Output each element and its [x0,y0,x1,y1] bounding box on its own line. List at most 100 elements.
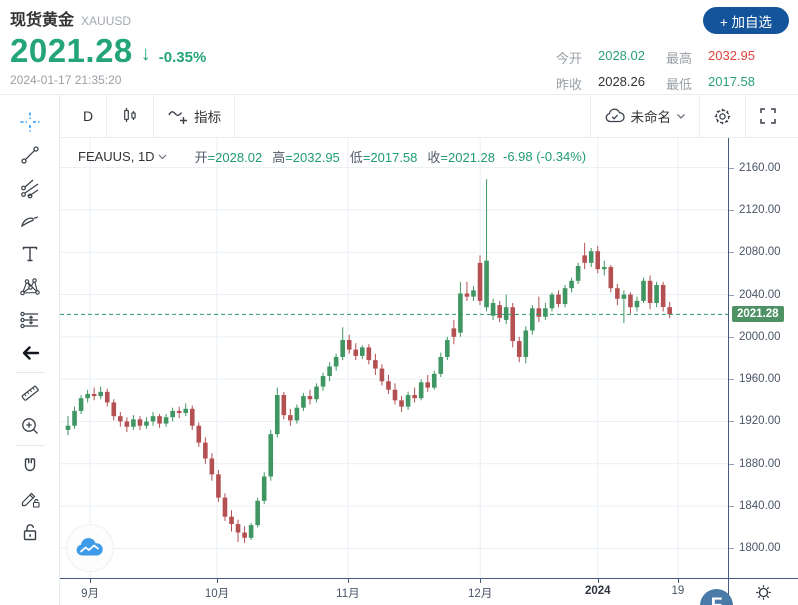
trend-line-tool[interactable] [13,138,47,171]
magnet-tool[interactable] [13,449,47,482]
text-tool[interactable] [13,237,47,270]
time-axis[interactable]: 9月 10月 11月 12月 2024 19 [60,578,728,605]
y-axis-tick [729,252,734,254]
brush-icon [20,215,38,227]
chart-legend: FEAUUS, 1D 开=2028.02 高=2032.95 低=2017.58… [78,147,586,166]
current-price-badge: 2021.28 [732,306,784,323]
layout-menu[interactable]: 未命名 [591,95,700,137]
y-axis-label: 1920.00 [739,415,781,428]
measure-tool[interactable] [13,376,47,409]
y-axis-tick [729,506,734,508]
x-axis-label: 12月 [468,588,493,600]
y-axis-tick [729,294,734,296]
stat-label-prevclose: 昨收 [555,77,582,92]
trend-line-icon [20,145,39,164]
y-axis-label: 2080.00 [739,246,781,259]
gann-fib-tool[interactable] [13,171,47,204]
chart-settings-button[interactable] [700,95,745,137]
x-axis-tick [90,579,92,583]
chevron-down-icon [158,154,167,159]
stat-label-low: 最低 [665,77,692,92]
y-axis-tick [729,421,734,423]
y-axis-label: 1880.00 [739,457,781,470]
y-axis-label: 2120.00 [739,203,781,216]
provider-logo [66,524,114,572]
gear-icon [714,108,731,124]
toolbar-separator [153,94,155,138]
chevron-down-icon [677,113,685,119]
toolbar-separator [699,94,700,138]
toolbar-separator [745,94,746,138]
x-axis-tick [216,579,218,583]
toolbar-separator [589,94,591,138]
indicator-label: 指标 [194,110,222,125]
add-watchlist-button[interactable]: + 加自选 [702,7,789,34]
x-axis-tick [347,579,349,583]
indicator-wave-plus-icon [168,111,188,124]
text-icon [22,246,37,261]
interval-button[interactable]: D [83,108,94,124]
sidebar-divider [14,372,45,373]
lock-tool[interactable] [13,515,47,548]
long-position-tool[interactable] [13,303,47,336]
legend-ohlc: 开=2028.02 高=2032.95 低=2017.58 收=2021.28 [194,150,496,165]
chart-toolbar: D [60,94,798,138]
long-position-icon [19,311,38,328]
instrument-code: XAUUSD [81,14,132,28]
stat-label-open: 今开 [555,51,582,66]
crosshair-icon [20,112,39,131]
y-axis-tick [729,548,734,550]
ruler-icon [21,385,39,401]
y-axis-tick [729,209,734,211]
change-percent: -0.35% [158,49,207,66]
header: 现货黄金 XAUUSD 2021.28 ↓ -0.35% 2024-01-17 … [0,0,798,95]
y-axis-label: 1840.00 [739,500,781,513]
brush-tool[interactable] [13,204,47,237]
fullscreen-button[interactable] [746,95,790,137]
y-axis-label: 2000.00 [739,330,781,343]
draw-lock-tool[interactable] [13,482,47,515]
x-axis-label: 2024 [584,585,611,597]
drawing-toolbar [0,95,60,605]
y-axis-label: 2160.00 [739,161,781,174]
candlestick-style-icon [124,108,136,122]
crosshair-tool[interactable] [13,105,47,138]
y-axis-label: 1960.00 [739,373,781,386]
chart-plot-area[interactable]: FEAUUS, 1D 开=2028.02 高=2032.95 低=2017.58… [60,138,728,578]
sidebar-divider [14,445,45,446]
indicator-button[interactable]: 指标 [154,95,234,137]
instrument-title: 现货黄金 [10,12,75,29]
pencil-lock-icon [21,492,40,508]
theme-sun-icon[interactable] [755,584,772,601]
y-axis-label: 1800.00 [739,542,781,555]
zoom-in-icon [21,417,38,434]
layout-name: 未命名 [630,110,672,125]
xabcd-pattern-tool[interactable] [13,270,47,303]
y-axis-tick [729,336,734,338]
stat-label-high: 最高 [665,51,692,66]
watermark-f-logo: F [700,589,733,605]
back-arrow-tool[interactable] [13,336,47,369]
y-axis-tick [729,379,734,381]
x-axis-label: 11月 [336,588,360,600]
stat-value-open: 2028.02 [597,48,645,63]
legend-symbol[interactable]: FEAUUS, 1D [78,149,167,164]
magnet-icon [24,457,35,471]
cloud-check-icon [605,108,625,123]
x-axis-label: 19 [671,585,685,597]
price-axis[interactable]: 2160.00 2120.00 2080.00 2040.00 2000.00 1960.… [728,138,798,578]
zoom-in-tool[interactable] [13,409,47,442]
candlestick-chart[interactable] [60,138,728,578]
last-price: 2021.28 [10,32,133,69]
legend-change: -6.98 (-0.34%) [503,149,587,164]
cloud-chart-logo-icon [76,538,103,556]
x-axis-tick [597,579,599,583]
y-axis-tick [729,463,734,465]
toolbar-separator [234,94,236,138]
y-axis-tick [729,167,734,169]
chart-style-button[interactable] [107,95,153,137]
stat-value-prevclose: 2028.26 [597,74,645,89]
gann-fib-icon [20,179,38,198]
quote-timestamp: 2024-01-17 21:35:20 [10,73,122,87]
